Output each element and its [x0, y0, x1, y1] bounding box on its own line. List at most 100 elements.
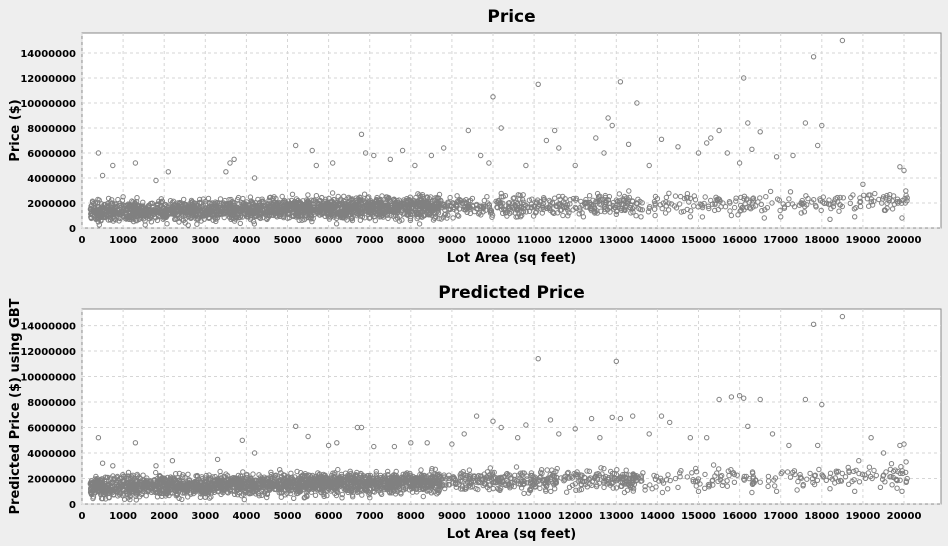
data-point — [777, 207, 783, 214]
data-point — [177, 199, 183, 206]
data-point — [769, 200, 775, 206]
data-point — [347, 468, 353, 474]
data-point — [734, 472, 740, 478]
data-point — [520, 192, 526, 198]
data-point — [336, 211, 342, 217]
data-point — [645, 209, 652, 215]
x-tick-label: 20000 — [887, 235, 922, 246]
data-point — [161, 213, 167, 220]
x-tick-label: 2000 — [150, 235, 178, 246]
data-point — [382, 202, 389, 208]
data-point — [442, 204, 448, 210]
data-point — [813, 203, 819, 209]
data-point — [512, 472, 518, 478]
data-point — [691, 193, 697, 199]
data-point — [528, 205, 535, 211]
data-point — [515, 192, 521, 198]
data-point — [157, 473, 164, 480]
data-point — [791, 204, 798, 210]
data-point — [817, 196, 823, 202]
data-point — [804, 476, 810, 482]
data-point — [526, 197, 533, 203]
data-point — [476, 211, 482, 217]
data-point — [712, 207, 718, 214]
data-point — [230, 215, 237, 221]
data-point — [642, 483, 648, 490]
data-point — [472, 208, 478, 215]
data-point — [846, 481, 852, 487]
data-point — [305, 192, 311, 198]
data-point — [279, 193, 285, 200]
data-point — [785, 201, 791, 208]
data-point — [143, 213, 150, 219]
data-point — [224, 473, 231, 479]
data-point — [738, 194, 744, 201]
data-point — [247, 216, 254, 223]
data-point — [726, 199, 733, 205]
data-point — [385, 215, 391, 222]
data-point — [592, 205, 598, 212]
data-point — [370, 203, 376, 209]
data-point — [185, 471, 191, 477]
data-point — [111, 216, 117, 222]
data-point — [302, 494, 308, 500]
x-tick-label: 1000 — [109, 235, 137, 246]
data-point — [225, 490, 231, 496]
x-axis-label: Lot Area (sq feet) — [447, 251, 577, 266]
data-point — [741, 473, 747, 480]
data-point — [827, 216, 833, 223]
data-point — [203, 205, 209, 211]
data-point — [254, 485, 260, 492]
x-tick-label: 20000 — [887, 511, 922, 522]
data-point — [339, 495, 345, 501]
data-point — [303, 206, 309, 212]
data-point — [163, 206, 169, 212]
data-point — [662, 210, 669, 216]
data-point — [389, 208, 395, 215]
data-point — [598, 465, 604, 471]
data-point — [884, 200, 890, 207]
data-point — [343, 484, 350, 491]
data-point — [566, 484, 573, 490]
y-tick-label: 6000000 — [27, 149, 76, 160]
data-point — [761, 215, 767, 221]
x-tick-label: 4000 — [232, 511, 260, 522]
data-point — [342, 212, 348, 219]
data-point — [217, 196, 224, 202]
data-point — [894, 196, 901, 202]
data-point — [528, 470, 535, 476]
data-point — [373, 483, 379, 490]
data-point — [731, 479, 738, 485]
data-point — [840, 195, 846, 201]
data-point — [530, 213, 537, 219]
data-point — [633, 213, 639, 219]
data-point — [188, 199, 195, 206]
data-point — [252, 210, 259, 216]
data-point — [361, 198, 367, 205]
data-point — [324, 209, 330, 216]
data-point — [786, 196, 792, 202]
data-point — [173, 471, 179, 477]
data-point — [99, 172, 106, 179]
data-point — [538, 473, 544, 480]
data-point — [477, 479, 483, 486]
data-point — [702, 471, 708, 478]
data-point — [538, 467, 545, 473]
data-point — [837, 202, 843, 208]
data-point — [132, 160, 139, 166]
data-point — [432, 466, 438, 472]
data-point — [498, 190, 504, 197]
data-point — [329, 198, 335, 205]
data-point — [809, 476, 816, 482]
data-point — [897, 470, 903, 476]
data-point — [819, 122, 825, 129]
data-point — [871, 467, 877, 474]
data-point — [595, 199, 601, 205]
data-point — [424, 195, 431, 201]
data-point — [100, 212, 106, 218]
data-point — [629, 198, 636, 204]
data-point — [576, 211, 582, 217]
data-point — [174, 215, 180, 222]
data-point — [610, 200, 616, 206]
data-point — [579, 202, 585, 208]
